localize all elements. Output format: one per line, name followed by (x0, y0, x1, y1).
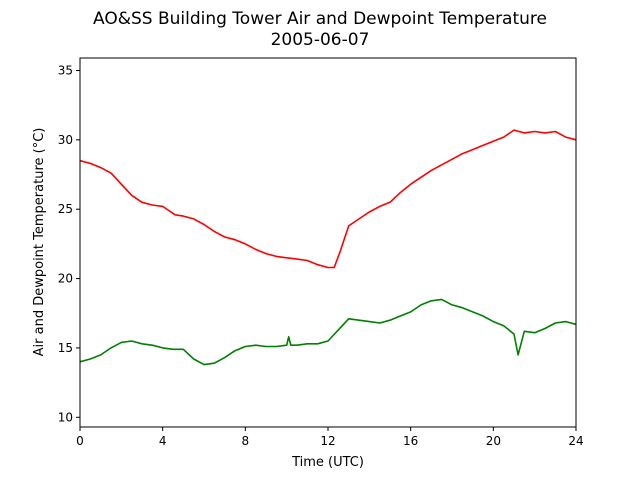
series-line-2 (79, 298, 577, 366)
y-axis-label: Air and Dewpoint Temperature (°C) (32, 128, 47, 357)
x-tick-label: 8 (242, 434, 250, 448)
x-tick-label: 20 (486, 434, 501, 448)
y-tick-label: 20 (58, 272, 73, 286)
x-tick-label: 0 (76, 434, 84, 448)
x-tick-label: 16 (403, 434, 418, 448)
y-tick-label: 10 (58, 410, 73, 424)
y-axis: 10 15 20 25 30 35 (58, 63, 80, 424)
x-tick-label: 4 (159, 434, 167, 448)
y-tick-label: 15 (58, 341, 73, 355)
series-line-1 (79, 129, 577, 269)
x-axis-label: Time (UTC) (291, 455, 364, 470)
chart-subtitle: 2005-06-07 (271, 30, 370, 50)
x-axis: 0 4 8 12 16 20 24 (76, 427, 584, 448)
x-tick-label: 12 (320, 434, 335, 448)
y-tick-label: 30 (58, 133, 73, 147)
plot-frame (79, 57, 577, 428)
chart-title: AO&SS Building Tower Air and Dewpoint Te… (93, 9, 547, 29)
y-tick-label: 25 (58, 202, 73, 216)
y-tick-label: 35 (58, 63, 73, 77)
series-layer (79, 129, 577, 366)
x-tick-label: 24 (568, 434, 583, 448)
